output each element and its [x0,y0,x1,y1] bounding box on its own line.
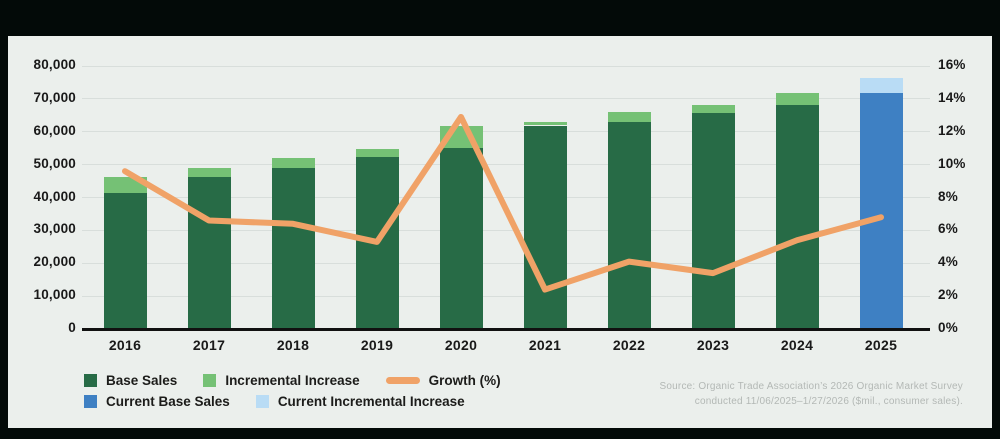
bar-2022-base [607,121,651,329]
x-axis-label-2017: 2017 [192,337,226,353]
bar-2021-base [523,125,567,329]
y-axis-tick-label: 20,000 [33,254,76,270]
legend-swatch-growth-line-icon [385,377,420,384]
bar-2016-base [103,192,147,329]
gridline [82,98,930,100]
right-axis-tick-label: 4% [938,254,958,270]
x-axis-label-2018: 2018 [276,337,310,353]
y-axis-tick-label: 50,000 [33,155,76,171]
bar-2025-incremental [859,77,903,93]
right-axis-tick-label: 0% [938,320,958,335]
y-axis-tick-label: 70,000 [33,89,76,105]
bar-2023-base [691,112,735,329]
x-axis-label-2023: 2023 [696,337,730,353]
x-axis-label-2024: 2024 [780,337,814,353]
legend-label-current-base-sales: Current Base Sales [106,394,230,409]
right-axis-tick-label: 10% [938,155,966,171]
bar-2016-incremental [103,177,147,193]
y-axis-tick-label: 30,000 [33,221,76,237]
right-axis-tick-label: 6% [938,221,958,237]
bar-2025-base [859,92,903,329]
legend-item-growth: Growth (%) [385,373,501,388]
bar-2020-base [439,148,483,329]
legend-label-growth: Growth (%) [428,373,501,388]
legend-row-1: Base Sales Incremental Increase Growth (%) [84,370,501,391]
bar-2020-incremental [439,125,483,149]
chart-legend: Base Sales Incremental Increase Growth (%)… [84,370,501,412]
legend-item-current-incremental-increase: Current Incremental Increase [255,394,465,409]
bar-2017-base [187,177,231,329]
legend-label-base-sales: Base Sales [106,373,178,388]
legend-swatch-base-sales-icon [84,374,97,387]
x-axis-label-2020: 2020 [444,337,478,353]
bar-2023-incremental [691,105,735,113]
bar-2019-incremental [355,148,399,158]
legend-item-incremental-increase: Incremental Increase [203,373,360,388]
legend-swatch-current-incremental-increase-icon [255,395,269,408]
legend-row-2: Current Base Sales Current Incremental In… [84,391,501,412]
legend-swatch-current-base-sales-icon [84,395,97,408]
bar-2018-incremental [271,157,315,168]
source-line-2: conducted 11/06/2025–1/27/2026 ($mil., c… [694,396,963,407]
x-axis-label-2016: 2016 [108,337,142,353]
x-axis-label-2019: 2019 [360,337,394,353]
x-axis-label-2022: 2022 [612,337,646,353]
legend-label-current-incremental-increase: Current Incremental Increase [277,394,465,409]
source-line-1: Source: Organic Trade Association’s 2026… [659,381,963,392]
legend-swatch-incremental-increase-icon [203,374,217,387]
x-axis-label-2025: 2025 [864,337,898,353]
bar-2019-base [355,157,399,329]
gridline [82,295,930,297]
x-axis-label-2021: 2021 [528,337,562,353]
right-axis-tick-label: 8% [938,188,958,204]
right-axis-tick-label: 2% [938,287,958,303]
bar-2024-incremental [775,93,819,106]
gridline [82,65,930,67]
y-axis-tick-label: 10,000 [33,287,76,303]
right-axis-tick-label: 14% [938,89,966,105]
x-axis-line [82,327,930,331]
y-axis-tick-label: 40,000 [33,188,76,204]
bar-2021-incremental [523,121,567,126]
bar-2022-incremental [607,112,651,122]
source-note: Source: Organic Trade Association’s 2026… [660,379,963,409]
y-axis-tick-label: 80,000 [33,57,76,72]
bar-2024-base [775,105,819,329]
right-axis-tick-label: 16% [938,57,966,72]
bar-2017-incremental [187,167,231,178]
legend-label-incremental-increase: Incremental Increase [225,373,360,388]
bar-2018-base [271,167,315,329]
legend-item-current-base-sales: Current Base Sales [84,394,230,409]
y-axis-tick-label: 0 [68,320,76,335]
legend-item-base-sales: Base Sales [84,373,177,388]
right-axis-tick-label: 12% [938,122,966,138]
y-axis-tick-label: 60,000 [33,122,76,138]
